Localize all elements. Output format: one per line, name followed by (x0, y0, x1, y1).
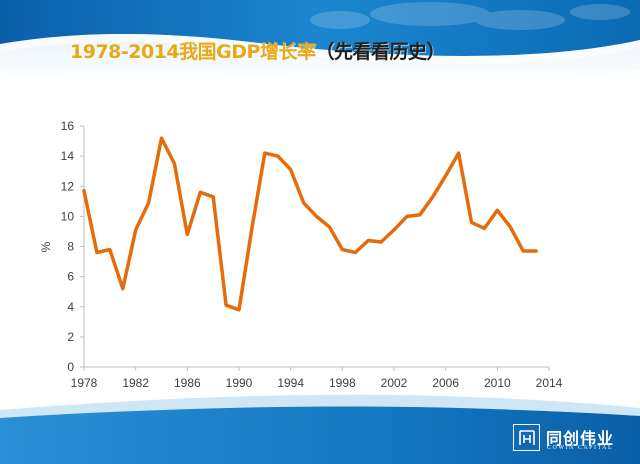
y-tick-label: 0 (67, 360, 74, 374)
data-point (341, 248, 344, 251)
data-point (250, 227, 254, 230)
data-point (444, 174, 447, 177)
logo-chinese-name: 同创伟业 (546, 429, 615, 448)
y-tick-label: 10 (61, 209, 75, 223)
y-axis-title: % (39, 241, 53, 252)
data-point (302, 201, 305, 204)
x-tick-label: 1990 (226, 376, 253, 390)
world-map-decoration (310, 2, 630, 30)
data-point (186, 233, 189, 236)
data-point (108, 248, 112, 251)
data-point (173, 162, 176, 165)
data-point (121, 287, 125, 290)
data-point (367, 239, 370, 242)
data-point (483, 227, 486, 230)
data-point (147, 201, 150, 204)
data-point (457, 151, 460, 155)
data-point (160, 136, 163, 140)
data-point (405, 215, 409, 218)
x-tick-label: 2010 (484, 376, 511, 390)
y-tick-label: 12 (61, 179, 75, 193)
data-point (95, 251, 99, 254)
x-tick-label: 2006 (432, 376, 459, 390)
data-point (134, 228, 137, 232)
x-tick-label: 2002 (381, 376, 408, 390)
data-point (522, 249, 525, 253)
data-point (509, 225, 512, 229)
data-point (431, 195, 434, 198)
y-tick-label: 2 (67, 330, 74, 344)
data-point (392, 228, 396, 232)
data-point (212, 195, 215, 198)
data-point (276, 154, 279, 158)
top-banner-highlight (0, 33, 640, 64)
bottom-banner-wave (0, 406, 640, 464)
logo-english-name: COWIN CAPITAL (547, 445, 614, 451)
data-point (354, 251, 357, 254)
x-tick-label: 1978 (71, 376, 98, 390)
data-point (418, 213, 421, 217)
y-tick-label: 16 (61, 119, 75, 133)
y-tick-label: 4 (67, 300, 74, 314)
data-point (237, 308, 241, 311)
data-point (496, 209, 499, 212)
data-point (534, 249, 538, 253)
y-axis-ticks: 0 2 4 6 8 10 12 14 16 (61, 119, 84, 374)
x-tick-label: 1998 (329, 376, 356, 390)
series-points (82, 136, 538, 311)
slide-title-paren: （先看看历史） (315, 41, 445, 63)
y-tick-label: 8 (67, 240, 74, 254)
y-tick-label: 14 (61, 149, 75, 163)
slide-title-main: 1978-2014我国GDP增长率 (70, 41, 316, 63)
x-tick-label: 2014 (536, 376, 563, 390)
x-tick-label: 1994 (277, 376, 304, 390)
data-point (199, 191, 202, 194)
y-tick-label: 6 (67, 270, 74, 284)
data-point (379, 240, 383, 244)
data-point (289, 168, 292, 171)
data-point (315, 215, 318, 218)
logo-icon (518, 429, 535, 445)
slide-title: 1978-2014我国GDP增长率（先看看历史） (70, 37, 445, 64)
data-point (82, 189, 86, 192)
x-axis-ticks: 1978 1982 1986 1990 1994 1998 2002 2006 2010 2014 (71, 367, 563, 390)
series-line (82, 136, 538, 312)
x-tick-label: 1982 (122, 376, 149, 390)
x-tick-label: 1986 (174, 376, 201, 390)
logo-mark (513, 424, 540, 451)
data-point (263, 151, 266, 155)
top-banner-wave (0, 0, 640, 56)
data-point (224, 304, 228, 307)
data-point (328, 225, 331, 229)
data-point (470, 221, 473, 224)
